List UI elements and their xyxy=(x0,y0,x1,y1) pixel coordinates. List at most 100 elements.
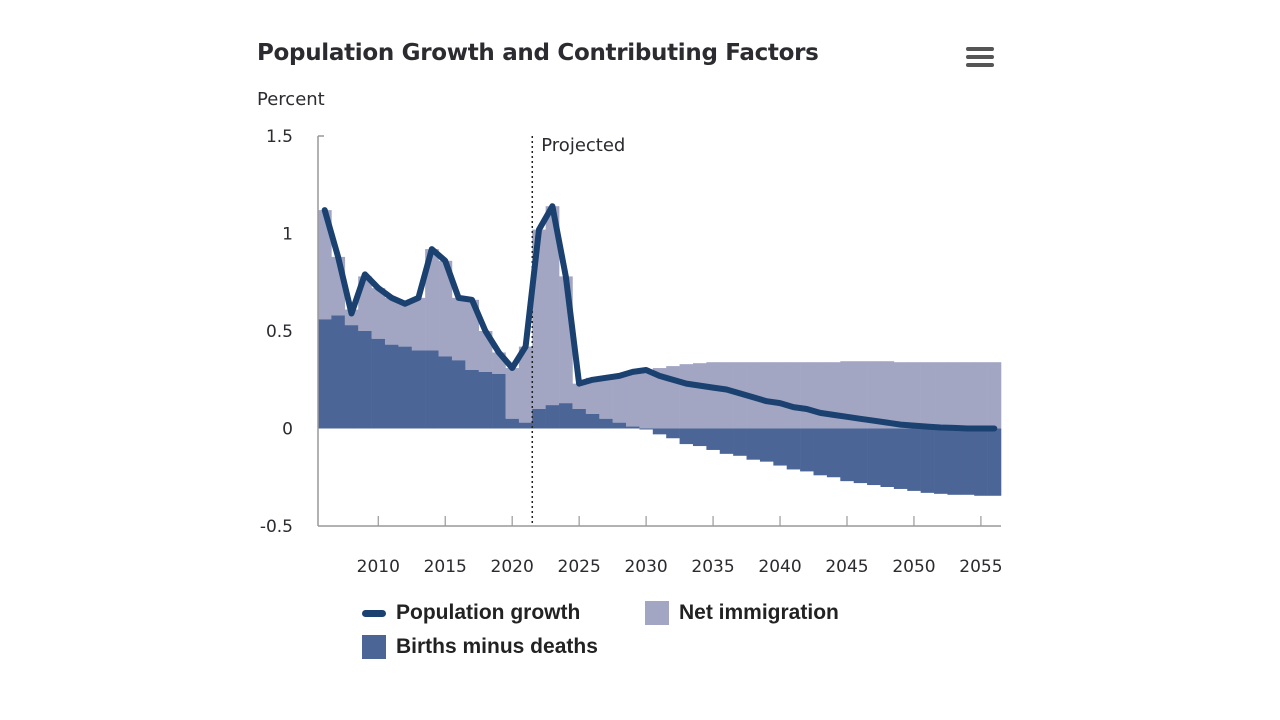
births-minus-deaths-bar xyxy=(371,338,386,429)
legend-label: Births minus deaths xyxy=(396,635,598,658)
net-immigration-bar xyxy=(384,297,399,345)
y-tick-label: 0.5 xyxy=(266,322,293,342)
births-minus-deaths-bar xyxy=(451,360,466,429)
net-immigration-bar xyxy=(612,375,627,423)
net-immigration-bar xyxy=(786,362,801,429)
births-minus-deaths-bar xyxy=(384,344,399,429)
x-tick-label: 2030 xyxy=(624,557,667,577)
net-immigration-bar xyxy=(626,371,640,427)
x-tick-label: 2035 xyxy=(691,557,734,577)
births-minus-deaths-bar xyxy=(545,405,560,429)
net-immigration-bar xyxy=(411,297,426,351)
births-minus-deaths-bar xyxy=(867,428,881,486)
births-minus-deaths-bar xyxy=(960,428,975,495)
births-minus-deaths-bar xyxy=(666,428,680,439)
y-tick-label: -0.5 xyxy=(260,517,293,537)
projected-label: Projected xyxy=(541,135,625,156)
births-minus-deaths-bar xyxy=(652,428,667,435)
net-immigration-bar xyxy=(893,362,908,429)
y-axis-label: Percent xyxy=(257,89,325,110)
births-minus-deaths-bar xyxy=(800,428,814,472)
legend-item-births-minus-deaths[interactable]: Births minus deaths xyxy=(362,635,598,659)
net-immigration-bar xyxy=(344,309,359,326)
net-immigration-bar xyxy=(719,362,734,429)
y-tick-label: 0 xyxy=(282,420,293,440)
births-minus-deaths-bar xyxy=(893,428,908,489)
net-immigration-bar xyxy=(960,362,975,429)
net-immigration-bar xyxy=(987,362,1002,429)
net-immigration-bar xyxy=(451,297,466,361)
net-immigration-bar xyxy=(880,361,895,429)
net-immigration-bar xyxy=(318,210,332,320)
net-immigration-bar xyxy=(465,299,480,370)
chart-title: Population Growth and Contributing Facto… xyxy=(257,40,819,66)
births-minus-deaths-bar xyxy=(331,315,346,429)
births-minus-deaths-bar xyxy=(344,325,359,429)
births-minus-deaths-bar xyxy=(813,428,828,476)
births-minus-deaths-bar xyxy=(759,428,774,462)
births-minus-deaths-bar xyxy=(987,428,1002,496)
net-immigration-bar xyxy=(934,362,948,429)
births-minus-deaths-bar xyxy=(920,428,935,493)
hamburger-menu-icon[interactable] xyxy=(966,47,994,69)
births-minus-deaths-bar xyxy=(746,428,761,460)
net-immigration-bar xyxy=(585,377,600,414)
births-minus-deaths-bar xyxy=(438,356,453,429)
births-minus-deaths-bar xyxy=(692,428,707,447)
births-minus-deaths-bar xyxy=(505,418,520,429)
births-minus-deaths-bar xyxy=(425,350,439,429)
net-immigration-bar xyxy=(813,362,828,429)
net-immigration-bar xyxy=(974,362,988,429)
y-tick-label: 1 xyxy=(282,225,293,245)
births-minus-deaths-bar xyxy=(706,428,721,450)
births-minus-deaths-bar xyxy=(478,371,493,429)
legend-label: Net immigration xyxy=(679,601,839,624)
births-minus-deaths-bar xyxy=(599,418,613,429)
births-minus-deaths-bar xyxy=(626,426,640,429)
births-minus-deaths-bar xyxy=(585,413,600,429)
net-immigration-bar xyxy=(692,363,707,429)
net-immigration-bar xyxy=(425,249,439,351)
net-immigration-bar xyxy=(947,362,962,429)
x-tick-label: 2040 xyxy=(758,557,801,577)
x-tick-label: 2025 xyxy=(558,557,601,577)
net-immigration-bar xyxy=(505,368,520,419)
births-minus-deaths-bar xyxy=(907,428,921,491)
x-tick-label: 2010 xyxy=(357,557,400,577)
net-immigration-bar xyxy=(907,362,921,429)
births-minus-deaths-bar xyxy=(853,428,868,484)
x-tick-label: 2050 xyxy=(892,557,935,577)
legend-item-net-immigration[interactable]: Net immigration xyxy=(645,601,839,625)
x-tick-label: 2015 xyxy=(424,557,467,577)
net-immigration-bar xyxy=(679,364,694,429)
births-minus-deaths-bar xyxy=(465,370,480,429)
births-minus-deaths-bar xyxy=(719,428,734,454)
births-minus-deaths-bar xyxy=(492,373,506,429)
births-minus-deaths-bar xyxy=(318,319,332,429)
births-minus-deaths-bar xyxy=(532,409,546,429)
legend-label: Population growth xyxy=(396,601,581,624)
births-minus-deaths-bar xyxy=(572,409,587,429)
net-immigration-bar xyxy=(371,288,386,339)
net-immigration-bar xyxy=(840,361,854,429)
births-minus-deaths-bar xyxy=(974,428,988,496)
legend-item-population-growth[interactable]: Population growth xyxy=(362,601,580,625)
net-immigration-bar xyxy=(599,377,613,419)
births-minus-deaths-bar xyxy=(934,428,948,494)
net-immigration-bar xyxy=(398,303,413,347)
births-minus-deaths-bar xyxy=(518,422,533,429)
births-minus-deaths-bar xyxy=(826,428,841,478)
x-tick-label: 2055 xyxy=(959,557,1002,577)
births-minus-deaths-bar xyxy=(559,403,573,429)
net-immigration-bar xyxy=(867,361,881,429)
births-minus-deaths-bar xyxy=(947,428,962,495)
births-minus-deaths-bar xyxy=(679,428,694,445)
net-immigration-bar xyxy=(572,383,587,409)
square-swatch-icon xyxy=(645,601,669,625)
births-minus-deaths-bar xyxy=(773,428,788,466)
net-immigration-bar xyxy=(545,206,560,406)
net-immigration-bar xyxy=(639,370,654,429)
births-minus-deaths-bar xyxy=(880,428,895,487)
births-minus-deaths-bar xyxy=(786,428,801,470)
